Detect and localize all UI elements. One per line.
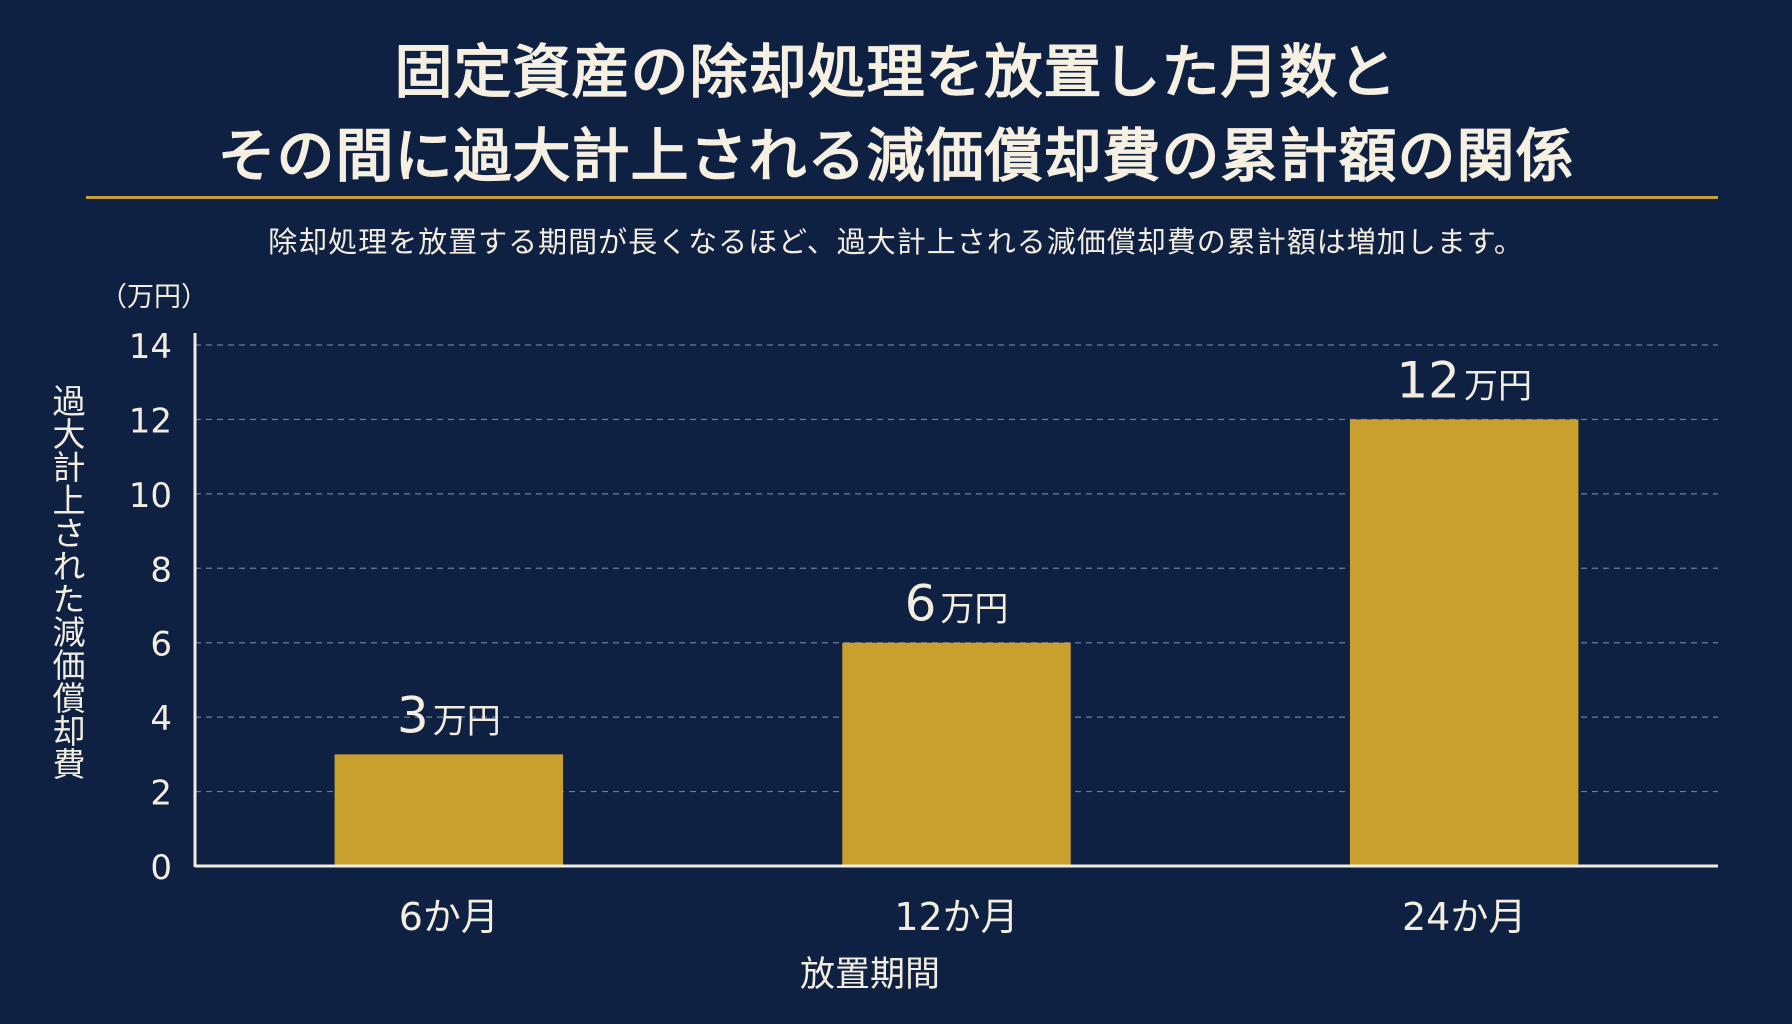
bars <box>334 419 1579 866</box>
x-tick-label-3: 24か月 <box>1402 895 1526 939</box>
bar-1 <box>334 754 564 866</box>
y-axis-unit: （万円） <box>100 282 208 313</box>
chart-title-line-2: その間に過大計上される減価償却費の累計額の関係 <box>217 122 1575 190</box>
y-tick-label-4: 4 <box>150 699 172 739</box>
y-tick-labels: 0 2 4 6 8 10 12 14 <box>129 327 172 888</box>
axes <box>193 333 1718 868</box>
x-tick-labels: 6か月 12か月 24か月 <box>399 895 1527 939</box>
y-tick-label-0: 0 <box>150 848 172 888</box>
chart-title-line-1: 固定資産の除却処理を放置した月数と <box>394 38 1398 106</box>
data-labels: 3 万円 6 万円 12 万円 <box>397 351 1532 744</box>
y-tick-label-12: 12 <box>129 401 172 441</box>
x-axis-label: 放置期間 <box>799 955 940 995</box>
chart-subtitle: 除却処理を放置する期間が長くなるほど、過大計上される減価償却費の累計額は増加しま… <box>268 225 1524 259</box>
x-tick-label-1: 6か月 <box>399 895 499 939</box>
y-tick-label-2: 2 <box>150 774 172 814</box>
y-axis-label: 過大計上された減価償却費 <box>47 384 86 780</box>
bar-2 <box>842 642 1071 866</box>
data-label-3: 12 万円 <box>1396 351 1532 409</box>
title-divider <box>86 196 1718 199</box>
data-label-2: 6 万円 <box>905 575 1009 633</box>
y-tick-label-8: 8 <box>150 550 172 590</box>
bar-3 <box>1349 419 1579 866</box>
x-tick-label-2: 12か月 <box>894 895 1018 939</box>
y-tick-label-14: 14 <box>129 327 172 367</box>
y-tick-label-10: 10 <box>129 476 172 516</box>
y-tick-label-6: 6 <box>150 625 172 665</box>
chart-title: 固定資産の除却処理を放置した月数と その間に過大計上される減価償却費の累計額の関… <box>0 30 1792 198</box>
data-label-1: 3 万円 <box>397 686 501 744</box>
